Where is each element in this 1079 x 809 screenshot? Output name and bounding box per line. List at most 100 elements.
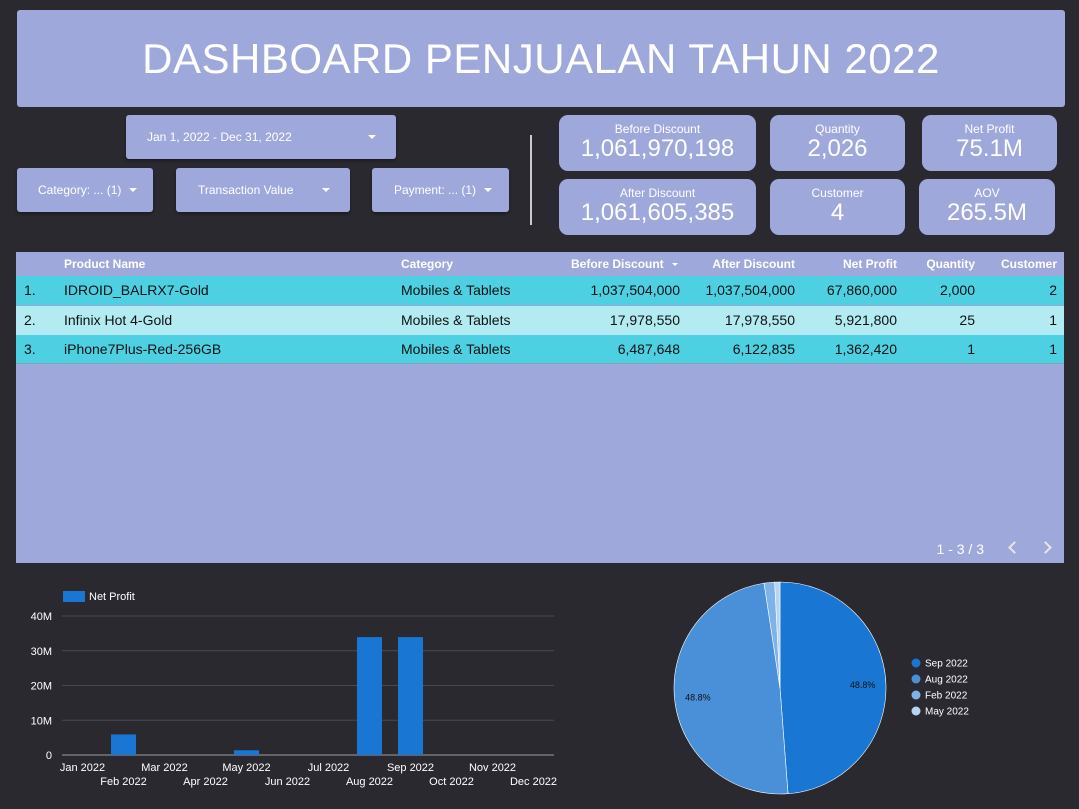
kpi-label: AOV [974,186,1000,200]
cell-category: Mobiles & Tablets [401,282,511,298]
cell-category: Mobiles & Tablets [401,341,511,357]
payment-filter[interactable]: Payment: ... (1) [372,168,509,212]
category-filter[interactable]: Category: ... (1) [17,168,153,212]
kpi-quantity: Quantity 2,026 [770,115,905,171]
cell-product: iPhone7Plus-Red-256GB [64,341,222,357]
bar[interactable] [234,750,259,755]
date-range-picker[interactable]: Jan 1, 2022 - Dec 31, 2022 [126,115,396,159]
bar[interactable] [357,637,382,755]
x-tick-label: Nov 2022 [469,762,516,774]
chevron-left-icon[interactable] [1008,541,1021,554]
kpi-value: 2,026 [807,135,868,162]
col-header-quantity[interactable]: Quantity [926,257,975,271]
cell-net-profit: 5,921,800 [834,312,897,328]
row-index: 1. [24,282,36,298]
col-header-before-discount-label: Before Discount [571,257,664,271]
chevron-down-icon [129,188,138,192]
cell-customer: 1 [1049,312,1057,328]
cell-net-profit: 1,362,420 [834,341,897,357]
y-tick-label: 10M [31,715,52,727]
cell-quantity: 1 [967,341,975,357]
table-row[interactable]: 2. Infinix Hot 4-Gold Mobiles & Tablets … [16,306,1064,335]
chevron-down-icon [368,135,376,139]
dashboard-title: DASHBOARD PENJUALAN TAHUN 2022 [17,10,1065,107]
col-header-customer[interactable]: Customer [1000,257,1057,271]
kpi-aov: AOV 265.5M [919,179,1055,235]
legend-label: Sep 2022 [925,659,968,670]
kpi-value: 4 [830,199,845,226]
kpi-label: Quantity [815,122,860,136]
pie-slice[interactable] [774,581,781,689]
chevron-right-icon[interactable] [1039,541,1052,554]
legend-swatch [911,706,921,716]
legend-swatch [911,690,921,700]
x-tick-label: Sep 2022 [387,762,434,774]
x-tick-label: Dec 2022 [510,776,557,788]
date-range-label: Jan 1, 2022 - Dec 31, 2022 [147,130,292,144]
kpi-label: Customer [811,186,864,200]
transaction-value-filter[interactable]: Transaction Value [176,168,350,212]
row-index: 2. [24,312,36,328]
x-tick-label: Apr 2022 [183,776,228,788]
cell-before-discount: 6,487,648 [617,341,680,357]
legend-swatch [911,658,921,668]
kpi-label: After Discount [619,186,696,200]
cell-after-discount: 17,978,550 [724,312,795,328]
legend-swatch [63,591,85,602]
x-tick-label: Jun 2022 [265,776,310,788]
legend-label: Feb 2022 [925,691,968,702]
kpi-customer: Customer 4 [770,179,905,235]
pie-data-label: 48.8% [850,680,876,690]
kpi-value: 1,061,970,198 [580,135,735,162]
col-header-net-profit[interactable]: Net Profit [843,257,897,271]
cell-net-profit: 67,860,000 [826,282,897,298]
pie-slice[interactable] [673,582,789,795]
row-index: 3. [24,341,36,357]
kpi-label: Before Discount [614,122,701,136]
x-tick-label: Feb 2022 [100,776,146,788]
transaction-value-label: Transaction Value [198,183,294,197]
cell-quantity: 2,000 [939,282,975,298]
cell-after-discount: 1,037,504,000 [705,282,795,298]
payment-filter-label: Payment: ... (1) [394,183,477,197]
cell-product: Infinix Hot 4-Gold [64,312,173,328]
table-header: Product Name Category Before Discount Af… [16,252,1064,276]
net-profit-bar-chart: Net Profit 0 10M 20M 30M 40M Jan 2022 Feb 2022 M… [31,591,557,788]
table-row[interactable]: 3. iPhone7Plus-Red-256GB Mobiles & Table… [16,335,1064,364]
legend-label: May 2022 [925,707,969,718]
x-tick-label: Jul 2022 [308,762,350,774]
y-tick-label: 30M [31,646,52,658]
filter-divider [530,135,532,225]
legend-label: Aug 2022 [925,675,968,686]
kpi-net-profit: Net Profit 75.1M [922,115,1057,171]
y-tick-label: 0 [46,750,52,762]
chevron-down-icon [484,188,493,192]
legend-label: Net Profit [89,591,135,603]
col-header-after-discount[interactable]: After Discount [712,257,795,271]
col-header-before-discount[interactable]: Before Discount [571,257,679,271]
x-tick-label: Aug 2022 [346,776,393,788]
bar[interactable] [398,637,423,755]
cell-after-discount: 6,122,835 [732,341,795,357]
cell-before-discount: 1,037,504,000 [590,282,680,298]
x-tick-label: Mar 2022 [141,762,187,774]
kpi-label: Net Profit [964,122,1015,136]
col-header-category[interactable]: Category [401,257,454,271]
pie-slice[interactable] [779,581,887,795]
table-row[interactable]: 1. IDROID_BALRX7-Gold Mobiles & Tablets … [16,276,1064,305]
cell-product: IDROID_BALRX7-Gold [64,282,209,298]
x-tick-label: Oct 2022 [429,776,474,788]
kpi-before-discount: Before Discount 1,061,970,198 [559,115,756,171]
cell-category: Mobiles & Tablets [401,312,511,328]
x-tick-label: May 2022 [222,762,270,774]
kpi-value: 75.1M [956,135,1023,162]
net-profit-pie-chart: 48.8% 48.8% Sep 2022 Aug 2022 Feb 2022 May 20… [673,581,969,795]
bar[interactable] [111,734,136,755]
col-header-product[interactable]: Product Name [64,257,146,271]
pie-data-label: 48.8% [685,692,711,702]
cell-customer: 1 [1049,341,1057,357]
y-tick-label: 20M [31,681,52,693]
pagination-label: 1 - 3 / 3 [936,541,984,557]
category-filter-label: Category: ... (1) [38,183,122,197]
kpi-after-discount: After Discount 1,061,605,385 [559,179,756,235]
